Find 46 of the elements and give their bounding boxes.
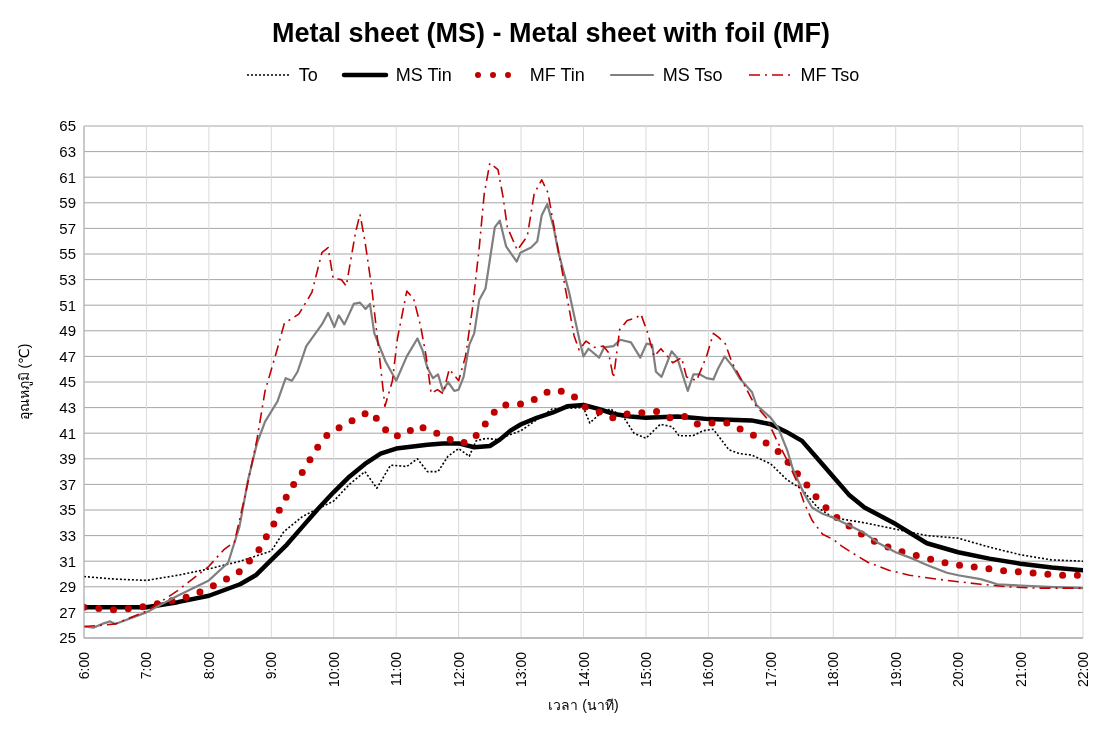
y-tick-label: 49 xyxy=(59,322,76,340)
y-tick-label: 25 xyxy=(59,629,76,647)
x-tick-label: 17:00 xyxy=(762,651,779,688)
legend-label: MF Tso xyxy=(800,64,860,86)
x-tick-label: 21:00 xyxy=(1012,651,1029,688)
y-tick-label: 59 xyxy=(59,194,76,212)
legend-label: MS Tin xyxy=(395,64,452,86)
x-tick-label: 15:00 xyxy=(637,651,654,688)
x-tick-label: 19:00 xyxy=(887,651,904,688)
x-tick-label: 7:00 xyxy=(138,651,155,680)
y-tick-label: 63 xyxy=(59,142,76,160)
y-tick-label: 41 xyxy=(59,424,76,442)
x-tick-label: 20:00 xyxy=(950,651,967,688)
x-tick-label: 6:00 xyxy=(76,651,92,680)
y-tick-label: 45 xyxy=(59,373,76,391)
x-tick-label: 10:00 xyxy=(325,651,342,688)
y-tick-label: 37 xyxy=(59,475,76,493)
y-tick-label: 57 xyxy=(59,219,76,237)
y-tick-label: 61 xyxy=(59,168,76,186)
x-tick-label: 9:00 xyxy=(263,651,280,680)
y-tick-label: 55 xyxy=(59,245,76,263)
x-tick-label: 13:00 xyxy=(513,651,530,688)
y-tick-label: 33 xyxy=(59,526,76,544)
x-tick-label: 22:00 xyxy=(1075,651,1091,688)
y-tick-label: 35 xyxy=(59,501,76,519)
y-axis-title: อุณหภูมิ (℃) xyxy=(15,343,33,421)
x-axis-title: เวลา (นาที) xyxy=(548,697,619,713)
x-tick-label: 12:00 xyxy=(450,651,467,688)
y-tick-label: 43 xyxy=(59,398,76,416)
x-tick-label: 16:00 xyxy=(700,651,717,688)
y-tick-label: 31 xyxy=(59,552,76,570)
x-tick-label: 8:00 xyxy=(200,651,217,680)
chart-title: Metal sheet (MS) - Metal sheet with foil (MF) xyxy=(271,17,831,50)
y-tick-label: 27 xyxy=(59,603,76,621)
y-tick-label: 53 xyxy=(59,270,76,288)
x-tick-label: 14:00 xyxy=(575,651,592,688)
y-tick-label: 65 xyxy=(59,117,76,135)
legend-label: MS Tso xyxy=(662,64,723,86)
x-tick-label: 11:00 xyxy=(388,651,405,686)
legend-label: MF Tin xyxy=(529,64,585,86)
y-tick-label: 29 xyxy=(59,578,76,596)
legend-label: To xyxy=(298,64,318,86)
y-tick-label: 47 xyxy=(59,347,76,365)
x-tick-label: 18:00 xyxy=(825,651,842,688)
y-tick-label: 39 xyxy=(59,450,76,468)
y-tick-label: 51 xyxy=(59,296,76,314)
